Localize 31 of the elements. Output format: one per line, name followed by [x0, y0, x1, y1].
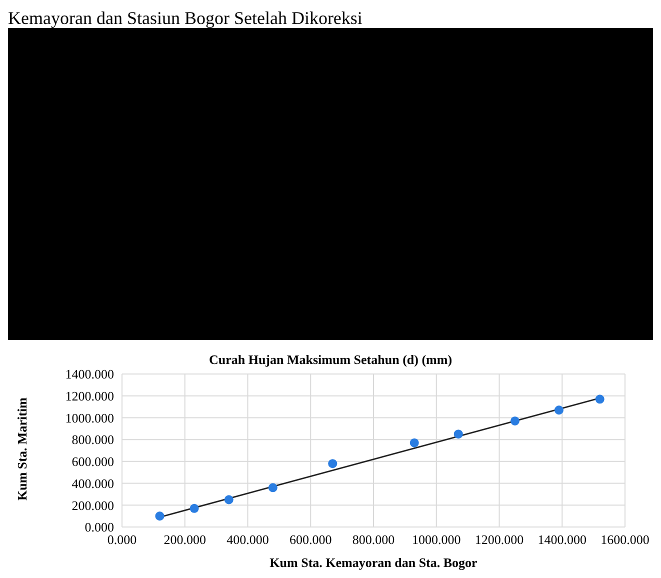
y-tick-label: 1200.000 [65, 388, 114, 404]
y-axis-title: Kum Sta. Maritim [14, 397, 30, 500]
point [595, 394, 604, 404]
point [268, 483, 278, 492]
x-tick-label: 1000.000 [412, 532, 461, 548]
point [190, 504, 199, 513]
x-axis-title: Kum Sta. Kemayoran dan Sta. Bogor [270, 555, 478, 570]
point [410, 438, 419, 448]
point [155, 512, 164, 521]
y-tick-label: 800.000 [72, 432, 114, 448]
y-tick-label: 1000.000 [65, 410, 114, 426]
x-tick-label: 0.000 [107, 532, 137, 548]
x-tick-label: 400.000 [226, 532, 269, 548]
x-tick-label: 1400.000 [538, 532, 586, 548]
chart-title: Curah Hujan Maksimum Setahun (d) (mm) [208, 352, 454, 368]
x-tick-label: 600.000 [290, 532, 332, 548]
point [224, 495, 234, 504]
y-tick-label: 0.000 [84, 520, 114, 535]
y-tick-label: 600.000 [72, 454, 114, 470]
point [454, 430, 463, 439]
x-tick-label: 800.000 [352, 532, 395, 548]
point [510, 416, 520, 426]
point [328, 459, 338, 468]
y-tick-label: 400.000 [72, 476, 114, 491]
x-tick-label: 200.000 [164, 532, 206, 548]
x-tick-label: 1600.000 [600, 532, 650, 548]
y-tick-label: 200.000 [72, 498, 114, 513]
point [554, 406, 564, 415]
x-tick-label: 1200.000 [474, 532, 524, 548]
text: Kemayoran dan Stasiun Bogor Setelah Dikoreksi [8, 8, 364, 28]
y-tick-label: 1400.000 [65, 366, 114, 382]
